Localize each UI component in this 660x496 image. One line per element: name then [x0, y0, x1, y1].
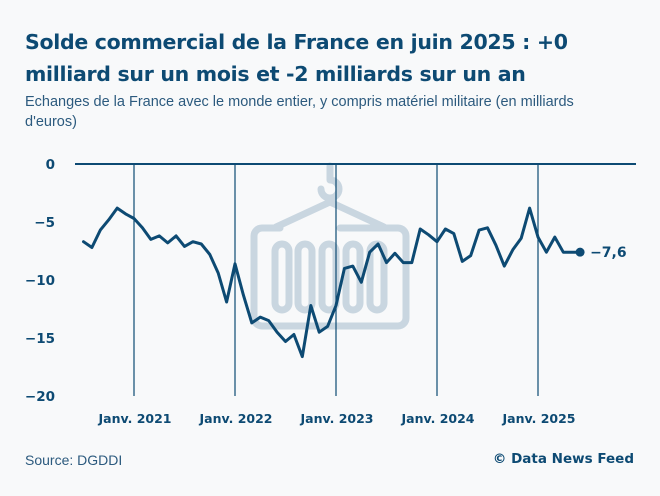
crane-cables: [272, 198, 388, 231]
chart-title: Solde commercial de la France en juin 20…: [25, 30, 568, 86]
container-crane-icon: [250, 162, 410, 330]
chart-subtitle: Echanges de la France avec le monde enti…: [25, 94, 574, 130]
series-line-group: [82, 206, 582, 359]
hook-shape: [317, 162, 343, 202]
y-tick-label: 0: [46, 157, 55, 173]
x-axis: Janv. 2021 Janv. 2022 Janv. 2023 Janv. 2024…: [97, 411, 575, 426]
x-tick-label: Janv. 2025: [501, 411, 575, 426]
y-axis: 0 −5 −10 −15 −20: [25, 157, 55, 405]
vertical-gridlines: [133, 164, 539, 396]
x-tick-label: Janv. 2024: [400, 411, 474, 426]
copyright-credit: © Data News Feed: [492, 451, 634, 467]
last-point-marker: [575, 247, 585, 257]
end-marker-group: −7,6: [575, 245, 627, 261]
last-value-label: −7,6: [590, 245, 627, 261]
x-tick-label: Janv. 2022: [198, 411, 272, 426]
container-slot: [318, 240, 340, 314]
container-body: [250, 224, 410, 330]
series-line: [82, 206, 582, 359]
container-slot: [294, 240, 316, 314]
x-tick-label: Janv. 2021: [97, 411, 171, 426]
y-tick-label: −20: [25, 389, 55, 405]
source-note: Source: DGDDI: [25, 452, 123, 468]
y-tick-label: −10: [25, 273, 55, 289]
container-slot: [271, 240, 293, 314]
y-tick-label: −5: [34, 215, 55, 231]
y-tick-label: −15: [25, 331, 55, 347]
x-tick-label: Janv. 2023: [299, 411, 373, 426]
